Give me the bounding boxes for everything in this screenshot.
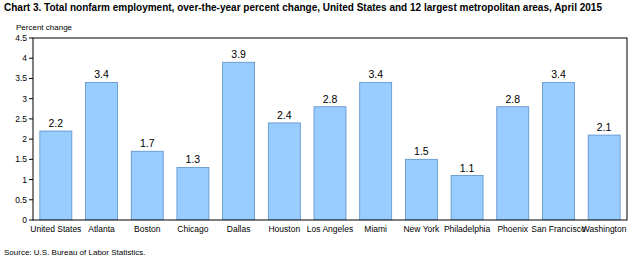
y-tick-label: 2.5 bbox=[15, 114, 27, 124]
bar bbox=[451, 176, 483, 220]
x-tick-label: Miami bbox=[364, 224, 387, 234]
bars bbox=[40, 62, 620, 220]
y-tick-label: 0.5 bbox=[15, 195, 27, 205]
y-tick bbox=[29, 118, 33, 119]
data-label: 3.4 bbox=[94, 68, 109, 80]
x-tick-label: Atlanta bbox=[88, 224, 115, 234]
plot-frame bbox=[33, 38, 627, 220]
y-tick-label: 3 bbox=[22, 94, 27, 104]
y-tick bbox=[29, 179, 33, 180]
bar bbox=[40, 131, 72, 220]
bar bbox=[177, 167, 209, 220]
x-tick-label: Phoenix bbox=[497, 224, 528, 234]
y-tick-label: 2 bbox=[22, 134, 27, 144]
data-label: 1.7 bbox=[140, 137, 155, 149]
data-label: 1.5 bbox=[414, 145, 429, 157]
y-tick-label: 4.5 bbox=[15, 33, 27, 43]
x-tick-label: San Francisco bbox=[531, 224, 586, 234]
data-label: 1.1 bbox=[460, 162, 475, 174]
x-tick-label: Washington bbox=[582, 224, 627, 234]
y-tick-label: 3.5 bbox=[15, 73, 27, 83]
y-tick-label: 1.5 bbox=[15, 154, 27, 164]
bar bbox=[268, 123, 300, 220]
y-tick-label: 1 bbox=[22, 175, 27, 185]
bar bbox=[223, 62, 255, 220]
data-label: 3.4 bbox=[551, 68, 566, 80]
data-label: 2.8 bbox=[323, 93, 338, 105]
chart: Chart 3. Total nonfarm employment, over-… bbox=[0, 0, 630, 259]
y-tick bbox=[29, 78, 33, 79]
x-tick-label: Boston bbox=[134, 224, 161, 234]
data-label: 2.4 bbox=[277, 109, 292, 121]
bar bbox=[314, 107, 346, 220]
x-tick-label: Houston bbox=[268, 224, 300, 234]
y-tick-label: 0 bbox=[22, 215, 27, 225]
y-tick bbox=[29, 38, 33, 39]
source-note: Source: U.S. Bureau of Labor Statistics. bbox=[4, 248, 145, 257]
x-tick-label: New York bbox=[403, 224, 440, 234]
y-tick bbox=[29, 58, 33, 59]
data-label: 1.3 bbox=[186, 153, 201, 165]
y-tick bbox=[29, 139, 33, 140]
data-label: 2.1 bbox=[597, 121, 612, 133]
bar bbox=[542, 82, 574, 220]
data-label: 2.2 bbox=[49, 117, 64, 129]
data-label: 3.4 bbox=[368, 68, 383, 80]
x-tick-label: Los Angeles bbox=[307, 224, 353, 234]
y-tick-label: 4 bbox=[22, 53, 27, 63]
x-tick-label: Dallas bbox=[227, 224, 251, 234]
bar bbox=[360, 82, 392, 220]
chart-container: Chart 3. Total nonfarm employment, over-… bbox=[0, 0, 630, 259]
y-tick bbox=[29, 199, 33, 200]
title: Chart 3. Total nonfarm employment, over-… bbox=[4, 2, 602, 13]
y-tick bbox=[29, 220, 33, 221]
bar bbox=[588, 135, 620, 220]
data-label: 2.8 bbox=[505, 93, 520, 105]
bar bbox=[497, 107, 529, 220]
x-tick-label: Philadelphia bbox=[444, 224, 491, 234]
y-axis-label: Percent change bbox=[16, 23, 73, 32]
bar bbox=[405, 159, 437, 220]
x-tick-label: United States bbox=[30, 224, 81, 234]
bar bbox=[131, 151, 163, 220]
x-tick-label: Chicago bbox=[177, 224, 208, 234]
data-label: 3.9 bbox=[231, 48, 246, 60]
y-tick bbox=[29, 98, 33, 99]
bar bbox=[86, 82, 118, 220]
y-tick bbox=[29, 159, 33, 160]
